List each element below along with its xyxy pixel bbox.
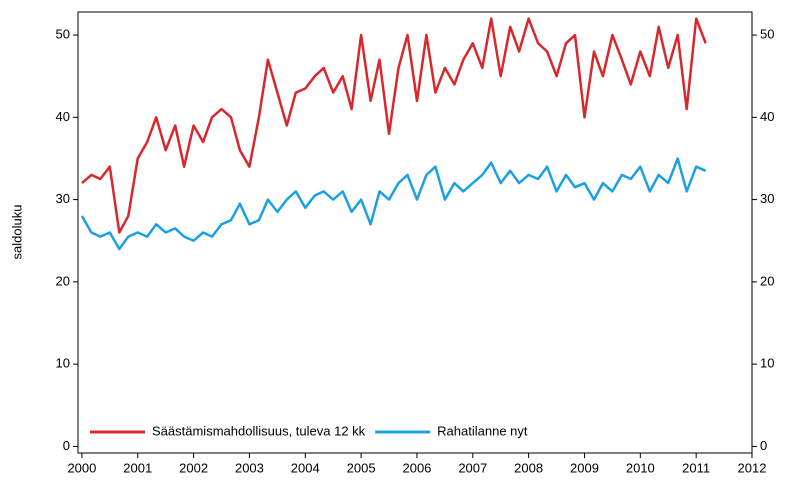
x-tick-label: 2001 [123,460,152,475]
x-tick-label: 2007 [458,460,487,475]
y-tick-label: 20 [56,273,70,288]
series-line [80,157,707,251]
y-tick-label: 0 [63,438,70,453]
x-tick-label: 2006 [402,460,431,475]
x-tick-label: 2005 [347,460,376,475]
y-tick-label: 50 [56,26,70,41]
series-line [81,17,707,234]
x-tick-label: 2004 [291,460,320,475]
y2-tick-label: 20 [760,273,774,288]
plot-frame [77,11,753,454]
legend-label: Säästämismahdollisuus, tuleva 12 kk [152,423,366,438]
legend-label: Rahatilanne nyt [437,423,528,438]
y2-tick-label: 10 [760,356,774,371]
y2-tick-label: 0 [760,438,767,453]
x-tick-label: 2003 [235,460,264,475]
y-tick-label: 40 [56,109,70,124]
y2-tick-label: 50 [760,26,774,41]
x-tick-label: 2012 [738,460,767,475]
x-tick-label: 2009 [570,460,599,475]
x-tick-label: 2000 [67,460,96,475]
y2-tick-label: 30 [760,191,774,206]
y-tick-label: 10 [56,356,70,371]
y-axis-title: saldoluku [9,205,24,260]
y-tick-label: 30 [56,191,70,206]
x-tick-label: 2002 [179,460,208,475]
x-tick-label: 2010 [626,460,655,475]
x-tick-label: 2008 [514,460,543,475]
y2-tick-label: 40 [760,109,774,124]
x-tick-label: 2011 [682,460,710,475]
